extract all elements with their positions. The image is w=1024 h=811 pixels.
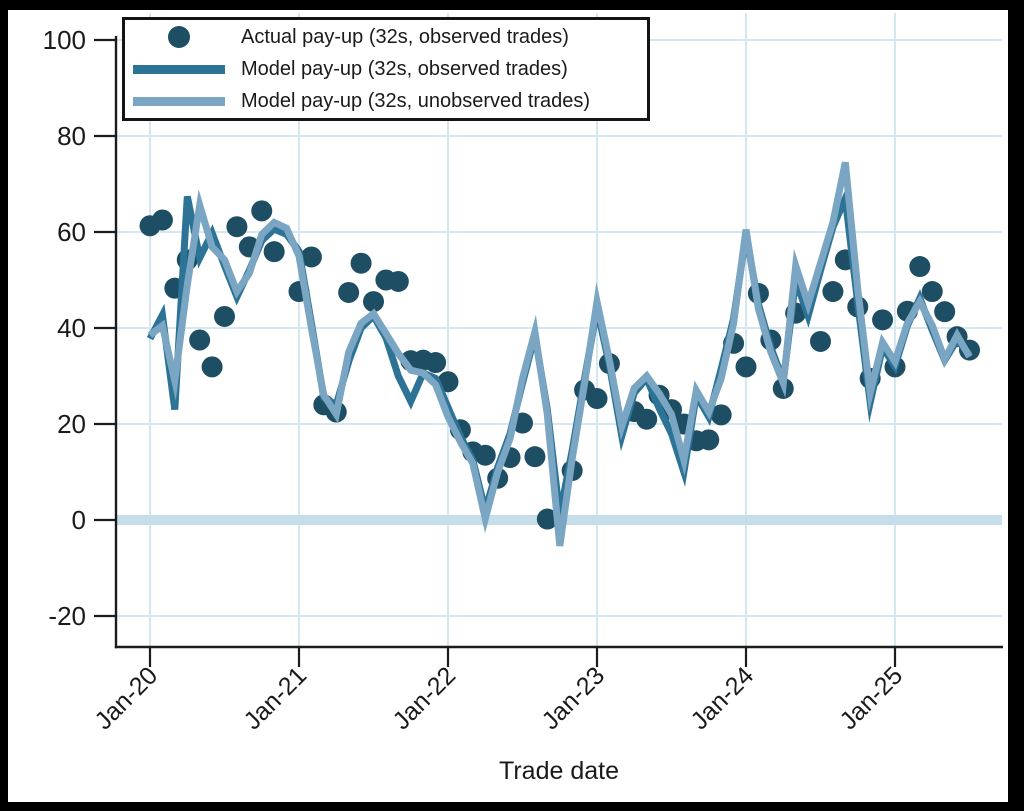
- actual-payup-dot: [251, 200, 273, 222]
- legend-item-label: Model pay-up (32s, unobserved trades): [241, 89, 591, 112]
- actual-payup-dot: [226, 216, 248, 238]
- actual-payup-dot: [214, 305, 235, 327]
- actual-payup-dot: [350, 252, 372, 274]
- actual-payup-dot: [524, 446, 546, 468]
- legend-item-label: Actual pay-up (32s, observed trades): [241, 25, 569, 48]
- actual-payup-dot: [909, 256, 931, 278]
- actual-payup-dot: [636, 408, 658, 430]
- actual-payup-dot: [363, 291, 384, 313]
- actual-payup-dot: [474, 444, 496, 466]
- line-marker-icon: [133, 96, 225, 106]
- actual-payup-dot: [710, 404, 732, 426]
- actual-payup-dot: [934, 301, 956, 323]
- legend-item: Model pay-up (32s, unobserved trades): [125, 86, 647, 116]
- actual-payup-dot: [921, 281, 943, 303]
- line-marker-icon: [133, 64, 225, 74]
- actual-payup-dot: [201, 356, 223, 378]
- actual-payup-dot: [387, 270, 409, 292]
- actual-payup-dot: [151, 209, 173, 231]
- actual-payup-dot: [263, 241, 285, 263]
- y-tick-label: 0: [72, 505, 86, 535]
- actual-payup-dot: [810, 330, 831, 352]
- actual-payup-dot: [698, 429, 720, 451]
- model-unobserved-line: [147, 161, 973, 547]
- legend-box: Actual pay-up (32s, observed trades) Mode…: [122, 17, 650, 121]
- legend-line-marker-col: [133, 96, 225, 106]
- actual-payup-dot: [536, 508, 558, 530]
- actual-payup-dot: [822, 281, 844, 303]
- legend-dot-marker-col: [133, 26, 225, 48]
- y-tick-label: 100: [43, 25, 86, 55]
- actual-payup-dot: [189, 329, 211, 351]
- legend-item: Model pay-up (32s, observed trades): [125, 54, 647, 84]
- actual-payup-dot: [586, 388, 608, 410]
- y-tick-label: -20: [48, 601, 86, 631]
- legend-item-label: Model pay-up (32s, observed trades): [241, 57, 568, 80]
- x-axis-title: Trade date: [499, 757, 619, 785]
- actual-payup-dot: [735, 356, 757, 378]
- y-tick-label: 40: [57, 313, 86, 343]
- actual-payup-dot: [425, 352, 447, 374]
- actual-payup-dot: [300, 246, 322, 268]
- y-tick-label: 60: [57, 217, 86, 247]
- actual-payup-dot: [338, 281, 360, 303]
- y-tick-label: 80: [57, 121, 86, 151]
- legend-line-marker-col: [133, 64, 225, 74]
- actual-payup-dot: [872, 309, 894, 331]
- scatter-marker-icon: [168, 26, 190, 48]
- y-tick-label: 20: [57, 409, 86, 439]
- legend-item: Actual pay-up (32s, observed trades): [125, 22, 647, 52]
